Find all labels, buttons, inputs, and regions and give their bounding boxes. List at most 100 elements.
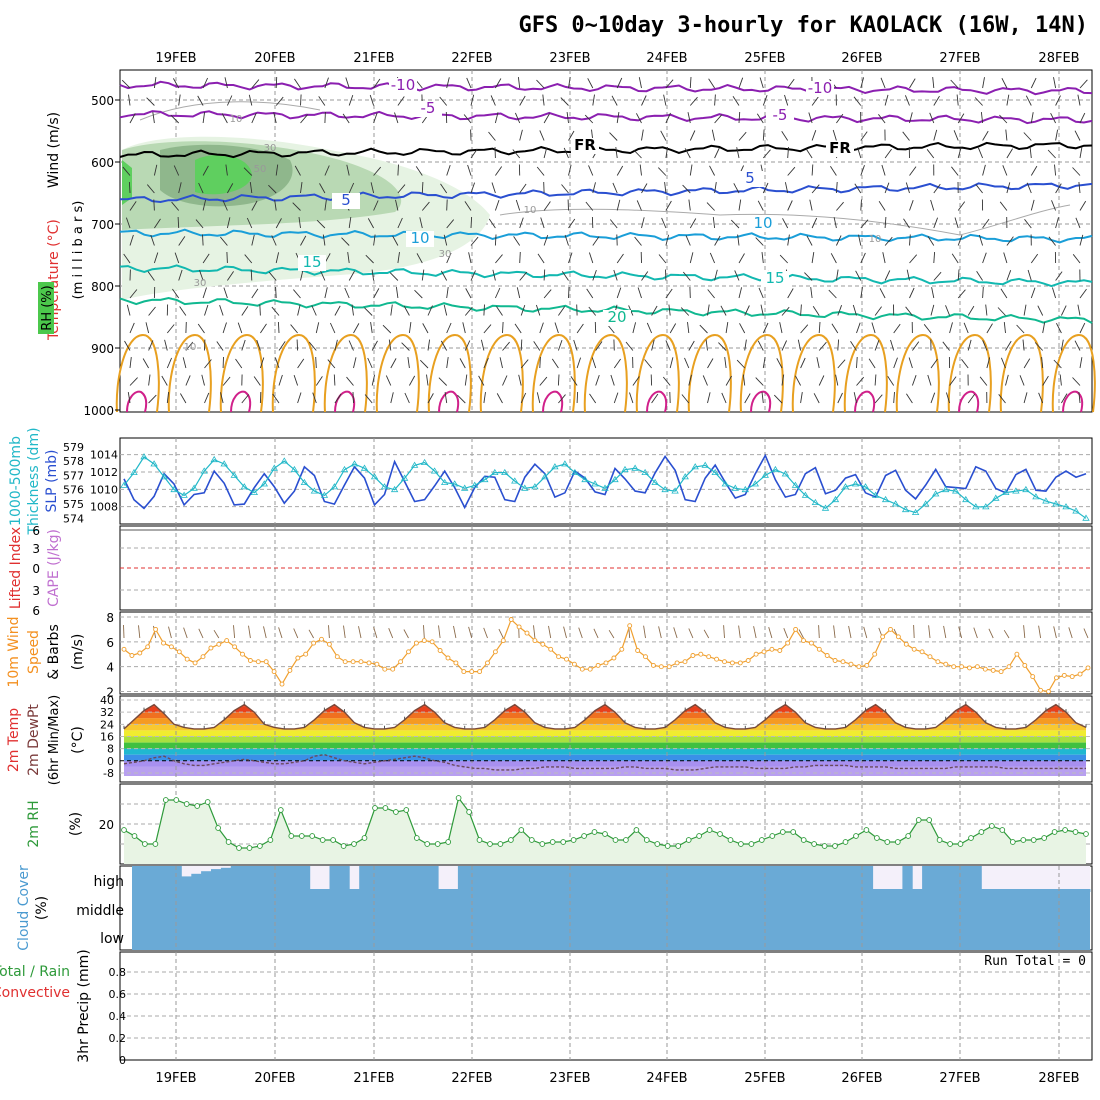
orange-contour-6 [427, 333, 472, 413]
upper-barb [237, 322, 243, 334]
cloud-high-bar [556, 866, 567, 892]
thickness-point [240, 483, 249, 490]
wind-speed-point [737, 660, 743, 666]
li-tick-4: 6 [32, 604, 40, 618]
cloud-high-bar [1001, 889, 1012, 892]
upper-barb [353, 357, 357, 369]
upper-barb [148, 306, 156, 316]
upper-barb [397, 96, 405, 106]
wind-speed-point [571, 661, 577, 667]
upper-barb [371, 340, 378, 351]
precip-frame [119, 951, 1093, 1061]
thickness-point [641, 468, 649, 475]
upper-barb [930, 304, 935, 316]
upper-barb [1006, 94, 1010, 106]
wind-tick-6: 6 [106, 636, 114, 650]
upper-barb [440, 183, 448, 194]
upper-barb [860, 77, 865, 89]
orange-contour-7 [479, 333, 524, 413]
upper-barb [241, 394, 250, 404]
cloud-high-bar [497, 866, 508, 892]
upper-barb [367, 357, 373, 369]
upper-barb [268, 184, 277, 194]
upper-barb [616, 199, 621, 211]
upper-barb [364, 307, 373, 316]
upper-barb [665, 340, 671, 351]
upper-barb [1072, 167, 1081, 176]
upper-barb [202, 199, 207, 211]
upper-barb [1051, 287, 1057, 299]
upper-barb [999, 114, 1008, 124]
precip-tick-0.8: 0.8 [109, 966, 127, 979]
upper-barb [443, 234, 448, 246]
temp-band-9 [124, 754, 1086, 761]
upper-barb [742, 374, 746, 386]
rh-label-3: 10 [524, 205, 537, 216]
rh-point [643, 837, 650, 843]
upper-barb [180, 393, 187, 404]
upper-barb [1051, 200, 1057, 211]
upper-barb [427, 339, 431, 351]
rh-point [142, 841, 148, 847]
rh-point [372, 805, 378, 811]
bottom-date-3: 22FEB [451, 1071, 492, 1086]
iso-label-bg-8 [406, 231, 434, 247]
rh-point [1062, 827, 1068, 833]
rh-point [246, 845, 253, 851]
upper-barb [809, 199, 813, 211]
surface-barb [578, 627, 583, 639]
precip-tick-0.4: 0.4 [109, 1010, 127, 1023]
rh-shade-70 [195, 155, 252, 195]
cloud-high-bar [783, 866, 795, 892]
upper-barb [887, 376, 895, 386]
upper-barb [689, 76, 692, 89]
upper-barb [860, 199, 862, 211]
cloud-high-bar [536, 866, 548, 892]
rh2m-unit: (%) [68, 812, 84, 836]
upper-barb [177, 216, 180, 229]
wind-speed-point [706, 654, 712, 660]
upper-barb [658, 254, 667, 264]
magenta-contour-6 [438, 390, 460, 413]
wind-speed-point [1030, 674, 1036, 680]
wind-speed-point [824, 653, 830, 658]
thickness-point [1012, 487, 1020, 494]
upper-barb [1074, 130, 1081, 141]
upper-barb [464, 340, 471, 351]
rh-point [926, 817, 933, 823]
upper-barb [124, 340, 131, 351]
upper-barb [906, 393, 913, 404]
upper-barb [536, 392, 541, 404]
upper-barb [592, 94, 595, 106]
upper-barb [779, 322, 783, 334]
temp-band-1 [124, 706, 1086, 713]
wind-speed-point [603, 660, 609, 666]
wind-speed-point [753, 651, 759, 657]
upper-barb [246, 217, 253, 229]
upper-barb [933, 129, 938, 141]
thickness-point [791, 481, 800, 488]
upper-barb [933, 217, 939, 229]
thickness-point [761, 471, 770, 478]
rh-point [121, 827, 127, 833]
thickness-point [551, 463, 559, 470]
thickness-point [661, 485, 669, 493]
cloud-high-bar [250, 866, 261, 892]
dewpt-label: 2m DewPt [26, 704, 42, 776]
wind-speed-point [816, 646, 822, 652]
cloud-high-bar [191, 873, 202, 892]
upper-barb [609, 132, 618, 141]
upper-barb [893, 323, 901, 334]
upper-barb [998, 394, 1006, 404]
upper-barb [1061, 393, 1068, 404]
wind-speed-point [437, 648, 443, 653]
orange-contour-8 [531, 333, 576, 413]
upper-barb [128, 181, 131, 194]
upper-barb [353, 323, 360, 334]
upper-barb [251, 200, 258, 211]
upper-barb [836, 113, 844, 124]
upper-barb [539, 376, 548, 386]
upper-barb [222, 322, 227, 334]
upper-barb [494, 112, 499, 124]
upper-barb [641, 271, 649, 281]
